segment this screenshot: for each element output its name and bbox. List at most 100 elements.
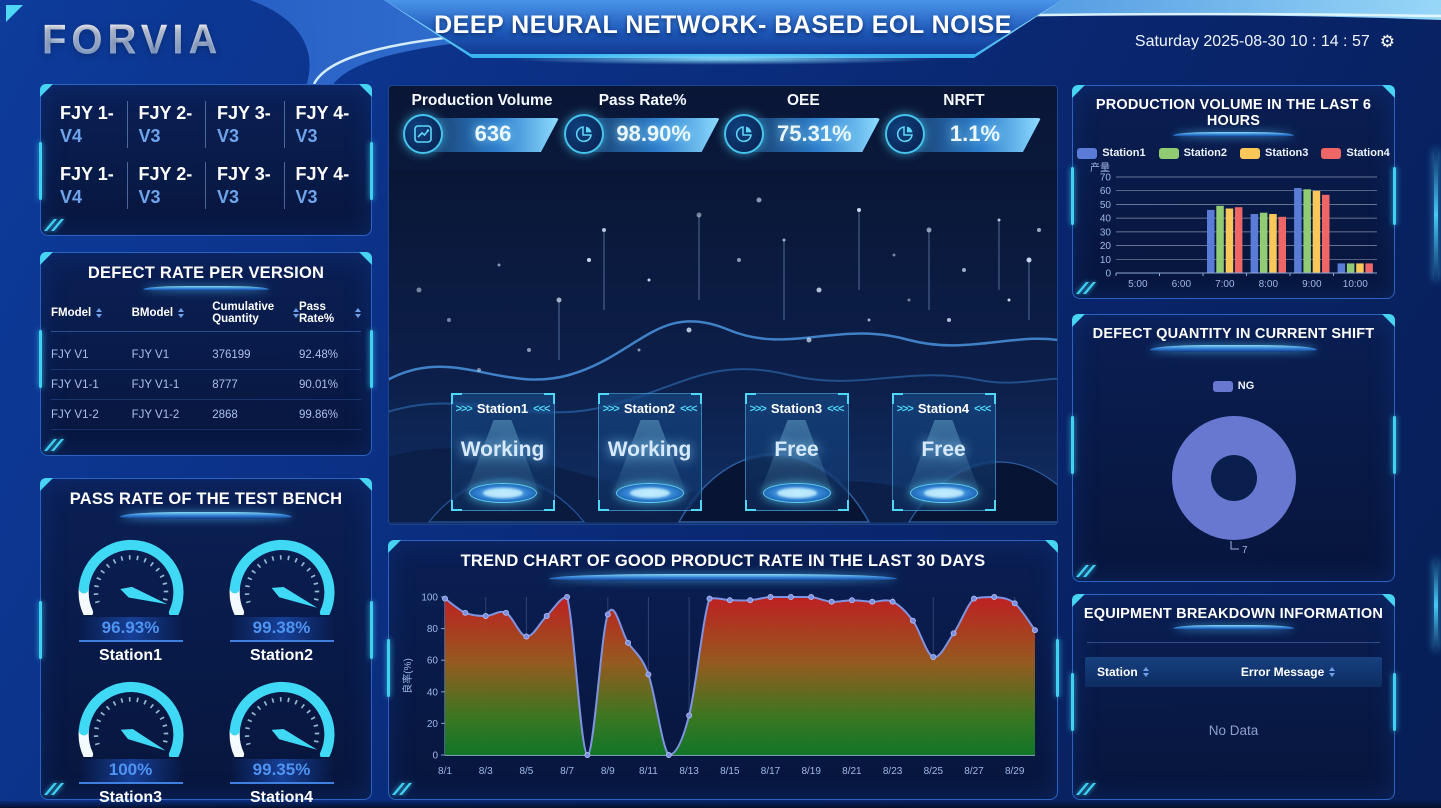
kpi-banner: 75.31% bbox=[724, 114, 882, 154]
legend-item[interactable]: Station4 bbox=[1321, 147, 1390, 159]
model-version: V4 bbox=[60, 125, 83, 146]
model-button[interactable]: FJY 2- V3 bbox=[128, 101, 206, 148]
chevrons-right-icon: >>> bbox=[749, 402, 767, 415]
legend-swatch bbox=[1158, 147, 1179, 159]
legend-swatch bbox=[1240, 147, 1260, 159]
model-selector-panel: FJY 1- V4 FJY 2- V3 FJY 3- V3 FJY 4- V3 FJY 1- V4… bbox=[39, 84, 373, 236]
panel-accent bbox=[39, 329, 42, 388]
legend-label: Station2 bbox=[1183, 147, 1227, 159]
legend-label: Station3 bbox=[1265, 147, 1309, 159]
legend-item[interactable]: NG bbox=[1212, 380, 1254, 392]
sort-icon[interactable] bbox=[354, 308, 361, 318]
svg-text:8:00: 8:00 bbox=[1259, 279, 1279, 290]
sort-icon[interactable] bbox=[1142, 667, 1149, 677]
gauge: 99.35% Station4 bbox=[206, 669, 357, 807]
panel-accent bbox=[1393, 166, 1396, 225]
panel-title: PRODUCTION VOLUME IN THE LAST 6 HOURS bbox=[1095, 97, 1372, 129]
model-button[interactable]: FJY 1- V4 bbox=[49, 162, 128, 209]
gauge-value: 99.35% bbox=[229, 759, 334, 784]
model-button[interactable]: FJY 3- V3 bbox=[206, 162, 285, 209]
table-cell: FJY V1 bbox=[131, 348, 170, 361]
sort-column-header[interactable]: Station bbox=[1097, 665, 1206, 679]
kpi-label: Pass Rate% bbox=[598, 92, 687, 109]
panel-title: EQUIPMENT BREAKDOWN INFORMATION bbox=[1083, 606, 1384, 622]
title-underline bbox=[1150, 345, 1317, 352]
panel-title: DEFECT QUANTITY IN CURRENT SHIFT bbox=[1092, 326, 1375, 342]
panel-accent bbox=[1079, 565, 1101, 577]
chevrons-left-icon: <<< bbox=[680, 402, 697, 415]
legend-item[interactable]: Station3 bbox=[1240, 147, 1308, 159]
trend-chart-svg: 0 20 40 60 80 100 8/1 8/3 8/5 8/7 8/9 8/11 8/13 8/15 8… bbox=[401, 593, 1038, 777]
sort-icon[interactable] bbox=[1329, 667, 1336, 677]
sort-column-header[interactable]: Cumulative Quantity bbox=[212, 301, 299, 325]
title-underline bbox=[1172, 625, 1295, 630]
defect-table-body: FJY V1 FJY V1 376199 92.48% FJY V1-1 FJY V1-1… bbox=[51, 340, 361, 430]
model-button[interactable]: FJY 4- V3 bbox=[285, 101, 364, 148]
sort-icon[interactable] bbox=[96, 308, 103, 318]
svg-text:8/11: 8/11 bbox=[639, 766, 658, 777]
station-card: >>> Station4 <<< Free bbox=[891, 393, 996, 511]
station-name: Station4 bbox=[917, 401, 970, 416]
defect-quantity-panel: DEFECT QUANTITY IN CURRENT SHIFT NG 7 bbox=[1071, 314, 1396, 582]
svg-text:8/27: 8/27 bbox=[964, 766, 984, 777]
model-button[interactable]: FJY 2- V3 bbox=[128, 162, 206, 209]
corner-bracket bbox=[744, 393, 756, 404]
table-cell: 376199 bbox=[212, 348, 251, 361]
sort-column-header[interactable]: FModel bbox=[51, 307, 132, 319]
svg-text:8/21: 8/21 bbox=[842, 766, 862, 777]
svg-text:8/19: 8/19 bbox=[801, 766, 821, 777]
kpi-value: 75.31% bbox=[777, 121, 852, 146]
model-button[interactable]: FJY 3- V3 bbox=[206, 101, 285, 148]
svg-text:8/9: 8/9 bbox=[601, 766, 615, 777]
edge-accent bbox=[1434, 560, 1438, 650]
podium bbox=[909, 483, 978, 503]
panel-accent bbox=[47, 439, 69, 451]
svg-text:8/17: 8/17 bbox=[761, 766, 781, 777]
sort-icon[interactable] bbox=[292, 308, 299, 318]
model-name: FJY 1- bbox=[60, 164, 114, 184]
sort-column-header[interactable]: Error Message bbox=[1206, 665, 1370, 679]
defect-rate-panel: DEFECT RATE PER VERSION FModel BModel Cumu… bbox=[39, 252, 373, 456]
table-row: FJY V1-1 FJY V1-1 8777 90.01% bbox=[51, 370, 361, 400]
station-status: Free bbox=[921, 438, 966, 461]
station-card-header: >>> Station2 <<< bbox=[599, 401, 701, 416]
trend-chart-panel: TREND CHART OF GOOD PRODUCT RATE IN THE … bbox=[387, 540, 1059, 800]
svg-text:0: 0 bbox=[432, 751, 438, 762]
chevrons-right-icon: >>> bbox=[896, 402, 914, 415]
column-label: Error Message bbox=[1240, 665, 1325, 679]
donut-chart-svg: 7 bbox=[1171, 416, 1296, 556]
column-label: Pass Rate% bbox=[298, 301, 335, 325]
kpi-icon-circle bbox=[403, 114, 443, 154]
panel-accent bbox=[1079, 783, 1101, 795]
chevrons-right-icon: >>> bbox=[602, 402, 620, 415]
panel-title: TREND CHART OF GOOD PRODUCT RATE IN THE … bbox=[460, 552, 986, 570]
model-button[interactable]: FJY 4- V3 bbox=[285, 162, 364, 209]
gear-icon[interactable]: ⚙ bbox=[1379, 32, 1395, 51]
gauge-svg bbox=[78, 539, 183, 618]
model-button[interactable]: FJY 1- V4 bbox=[49, 101, 128, 148]
sort-column-header[interactable]: BModel bbox=[132, 307, 213, 319]
model-name: FJY 4- bbox=[295, 164, 350, 184]
kpi: Production Volume 636 bbox=[403, 92, 561, 154]
table-cell: FJY V1-1 bbox=[131, 378, 180, 391]
corner-bracket bbox=[450, 393, 462, 404]
legend-swatch bbox=[1321, 147, 1342, 159]
legend-item[interactable]: Station1 bbox=[1077, 147, 1146, 159]
model-name: FJY 3- bbox=[217, 164, 271, 184]
model-version: V3 bbox=[217, 186, 240, 207]
station-card: >>> Station3 <<< Free bbox=[744, 393, 849, 511]
sort-column-header[interactable]: Pass Rate% bbox=[299, 301, 361, 325]
panel-accent bbox=[370, 600, 373, 659]
sort-icon[interactable] bbox=[178, 308, 185, 318]
kpi-row: Production Volume 636 Pass Rate% 98.90% … bbox=[389, 92, 1057, 154]
legend-item[interactable]: Station2 bbox=[1158, 147, 1227, 159]
kpi-icon-circle bbox=[563, 114, 604, 154]
column-label: BModel bbox=[131, 307, 174, 319]
gauge-svg bbox=[229, 681, 334, 760]
svg-text:20: 20 bbox=[427, 719, 439, 730]
svg-text:8/5: 8/5 bbox=[519, 766, 533, 777]
panel-accent bbox=[1393, 416, 1396, 475]
kpi-icon-circle bbox=[884, 114, 925, 154]
panel-accent bbox=[370, 142, 373, 200]
model-version: V3 bbox=[138, 125, 161, 146]
